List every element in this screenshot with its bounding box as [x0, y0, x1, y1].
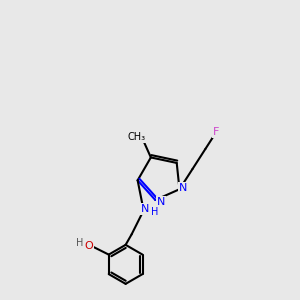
Text: CH₃: CH₃ — [127, 132, 146, 142]
Text: H: H — [151, 207, 158, 217]
Text: N: N — [179, 183, 187, 193]
Text: F: F — [213, 128, 219, 137]
Text: H: H — [76, 238, 84, 248]
Text: O: O — [84, 241, 93, 251]
Text: N: N — [157, 196, 165, 206]
Text: N: N — [141, 204, 149, 214]
